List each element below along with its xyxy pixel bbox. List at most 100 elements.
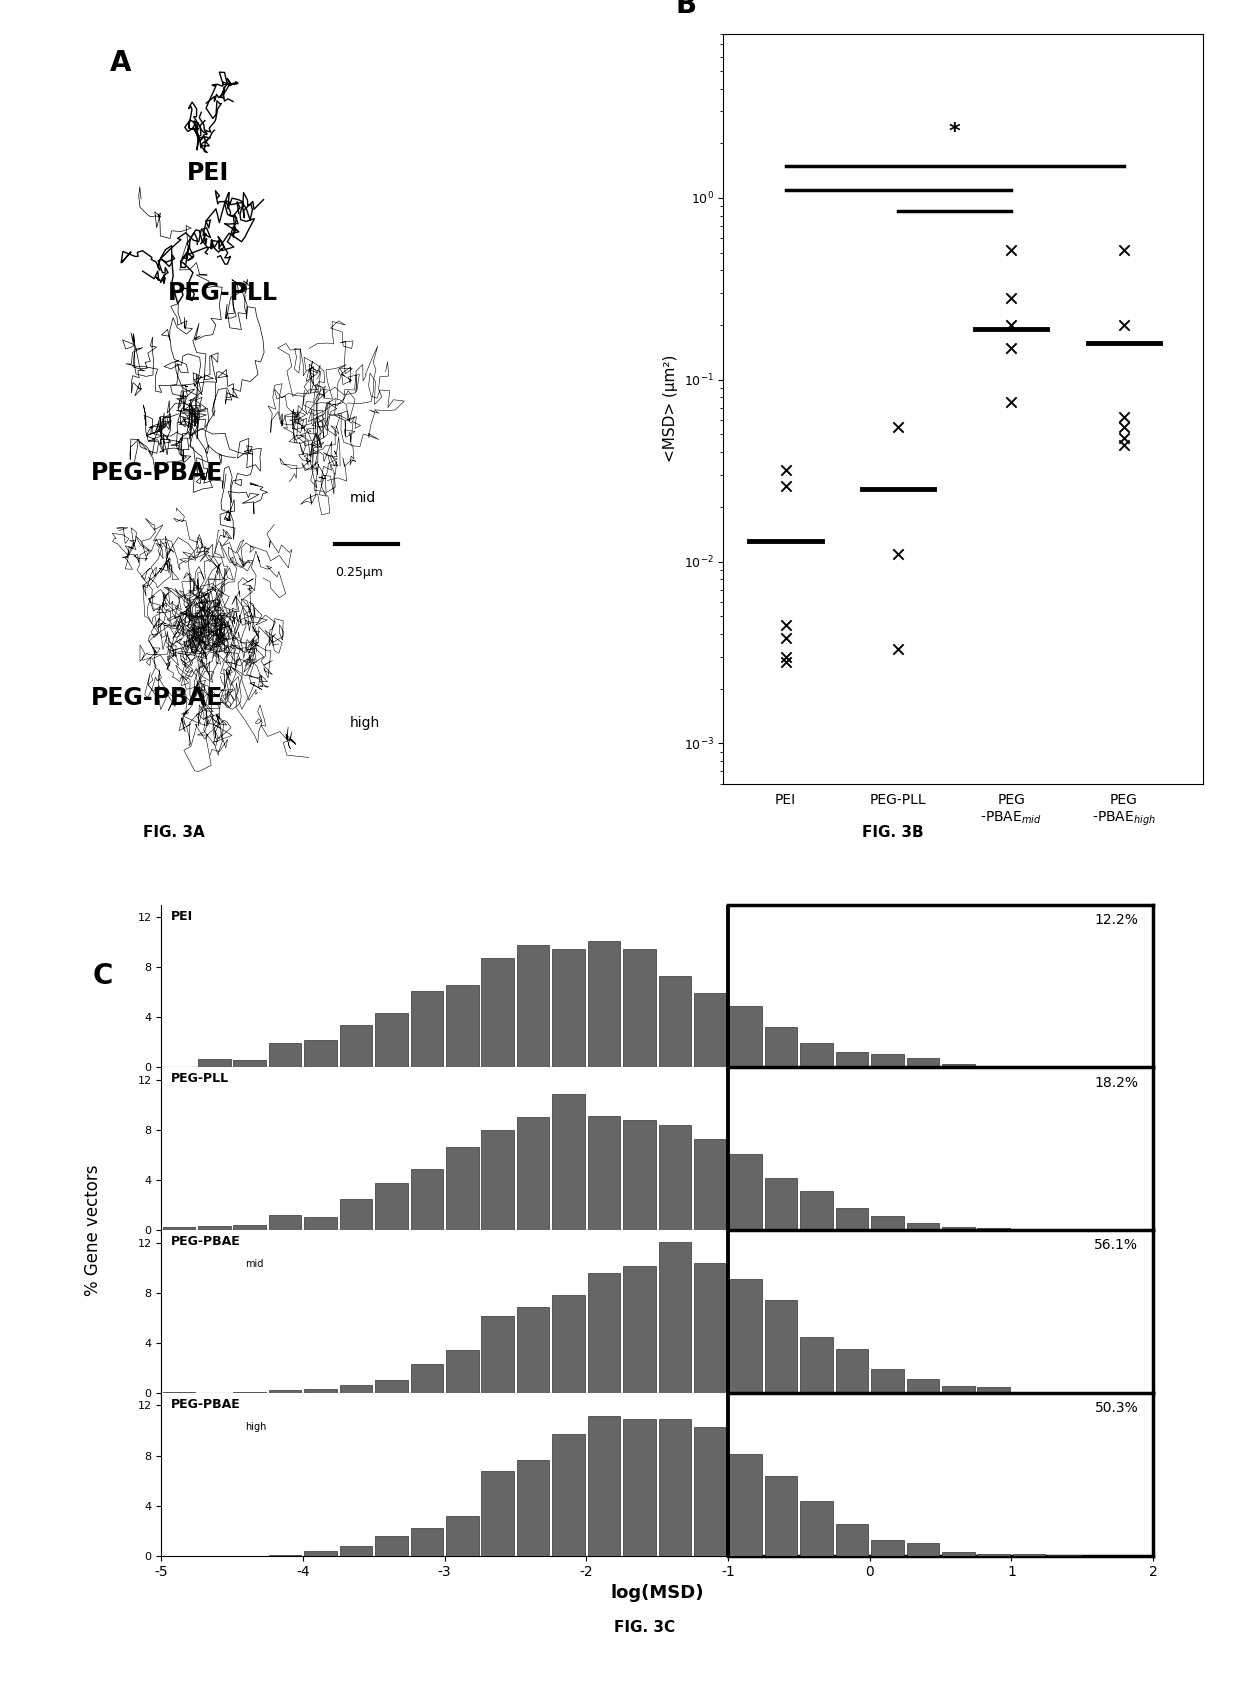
Text: high: high bbox=[246, 1422, 267, 1432]
Bar bbox=[872, 1370, 904, 1393]
Text: C: C bbox=[93, 962, 113, 989]
Text: 50.3%: 50.3% bbox=[1095, 1402, 1138, 1415]
Bar bbox=[942, 1064, 975, 1067]
Point bbox=[775, 648, 795, 675]
Bar bbox=[872, 1053, 904, 1067]
Bar bbox=[410, 1363, 443, 1393]
Bar bbox=[481, 1471, 515, 1556]
Bar bbox=[446, 1349, 479, 1393]
Point bbox=[1001, 286, 1021, 313]
Bar bbox=[977, 1228, 1011, 1231]
Bar bbox=[517, 1116, 549, 1231]
Text: PEG-PBAE: PEG-PBAE bbox=[91, 462, 223, 485]
Bar bbox=[588, 1273, 620, 1393]
Bar bbox=[836, 1052, 868, 1067]
Point bbox=[888, 541, 908, 568]
Bar bbox=[872, 1541, 904, 1556]
Text: FIG. 3A: FIG. 3A bbox=[143, 825, 205, 840]
Bar bbox=[872, 1216, 904, 1231]
Bar bbox=[446, 1146, 479, 1231]
Bar bbox=[765, 1300, 797, 1393]
Text: PEG-PLL: PEG-PLL bbox=[167, 281, 278, 306]
Bar bbox=[376, 1535, 408, 1556]
Bar bbox=[233, 1060, 267, 1067]
Bar bbox=[800, 1192, 833, 1231]
Bar bbox=[304, 1040, 337, 1067]
Point bbox=[1001, 335, 1021, 362]
Text: 18.2%: 18.2% bbox=[1095, 1075, 1138, 1089]
Bar bbox=[552, 1434, 585, 1556]
Text: FIG. 3C: FIG. 3C bbox=[614, 1620, 676, 1635]
X-axis label: log(MSD): log(MSD) bbox=[610, 1583, 704, 1601]
Bar bbox=[765, 1026, 797, 1067]
Text: % Gene vectors: % Gene vectors bbox=[84, 1165, 102, 1295]
Bar bbox=[624, 1419, 656, 1556]
Bar bbox=[340, 1199, 372, 1231]
Point bbox=[1114, 237, 1133, 264]
Point bbox=[775, 643, 795, 670]
Bar bbox=[942, 1228, 975, 1231]
Bar bbox=[588, 1116, 620, 1231]
Bar bbox=[233, 1224, 267, 1231]
Point bbox=[775, 624, 795, 651]
Bar bbox=[624, 949, 656, 1067]
Bar bbox=[694, 993, 727, 1067]
Bar bbox=[340, 1385, 372, 1393]
Bar bbox=[376, 1380, 408, 1393]
Bar bbox=[977, 1554, 1011, 1556]
Bar bbox=[906, 1542, 939, 1556]
Bar bbox=[729, 1454, 763, 1556]
Text: 12.2%: 12.2% bbox=[1095, 913, 1138, 927]
Text: *: * bbox=[949, 122, 961, 142]
Bar bbox=[624, 1121, 656, 1231]
Bar bbox=[552, 1094, 585, 1231]
Bar bbox=[304, 1551, 337, 1556]
Bar bbox=[906, 1059, 939, 1067]
Bar bbox=[658, 976, 691, 1067]
Bar bbox=[269, 1390, 301, 1393]
Bar bbox=[376, 1182, 408, 1231]
Bar bbox=[658, 1243, 691, 1393]
Bar bbox=[729, 1006, 763, 1067]
Bar bbox=[552, 1295, 585, 1393]
Bar bbox=[481, 959, 515, 1067]
Text: 0.25μm: 0.25μm bbox=[335, 566, 383, 578]
Text: B: B bbox=[676, 0, 697, 19]
Text: PEG-PBAE: PEG-PBAE bbox=[171, 1398, 241, 1410]
Bar bbox=[304, 1388, 337, 1393]
Point bbox=[1114, 413, 1133, 440]
Text: PEI: PEI bbox=[171, 910, 193, 923]
Bar bbox=[765, 1476, 797, 1556]
Bar bbox=[410, 1527, 443, 1556]
Point bbox=[775, 457, 795, 484]
Bar bbox=[765, 1179, 797, 1231]
Bar bbox=[729, 1278, 763, 1393]
Point bbox=[1001, 389, 1021, 416]
Point bbox=[1001, 311, 1021, 338]
Point bbox=[1114, 311, 1133, 338]
Bar bbox=[729, 1153, 763, 1231]
Text: high: high bbox=[350, 715, 379, 731]
Bar bbox=[906, 1378, 939, 1393]
Bar bbox=[376, 1013, 408, 1067]
Text: PEG-PLL: PEG-PLL bbox=[171, 1072, 229, 1086]
Y-axis label: <MSD> (μm²): <MSD> (μm²) bbox=[663, 355, 678, 462]
Bar bbox=[800, 1500, 833, 1556]
Bar bbox=[836, 1524, 868, 1556]
Bar bbox=[304, 1218, 337, 1231]
Bar bbox=[694, 1263, 727, 1393]
Bar bbox=[481, 1130, 515, 1231]
Bar bbox=[588, 942, 620, 1067]
Bar bbox=[162, 1228, 195, 1231]
Bar bbox=[410, 991, 443, 1067]
Text: PEG-PBAE: PEG-PBAE bbox=[91, 687, 223, 710]
Bar bbox=[624, 1267, 656, 1393]
Bar bbox=[977, 1387, 1011, 1393]
Text: PEI: PEI bbox=[187, 161, 229, 186]
Point bbox=[1114, 424, 1133, 451]
Bar bbox=[800, 1043, 833, 1067]
Bar bbox=[906, 1223, 939, 1231]
Text: 56.1%: 56.1% bbox=[1095, 1238, 1138, 1253]
Bar bbox=[658, 1126, 691, 1231]
Bar bbox=[198, 1059, 231, 1067]
